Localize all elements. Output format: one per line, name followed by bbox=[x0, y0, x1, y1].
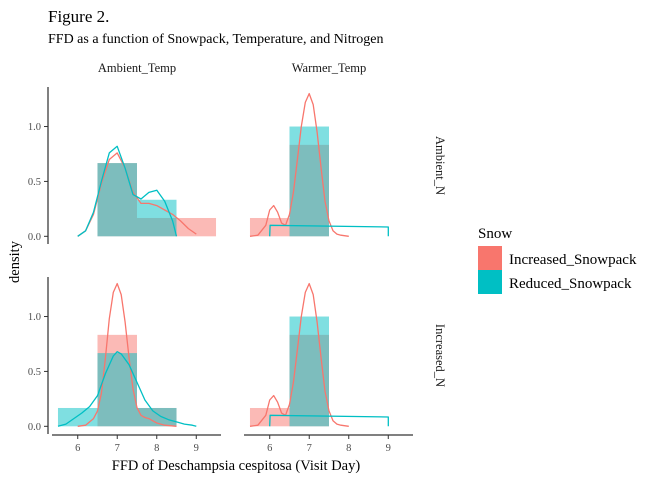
strip-label-warmer-temp: Warmer_Temp bbox=[292, 61, 366, 75]
panel-warmer-temp-ambient-n bbox=[249, 92, 389, 237]
figure-subtitle: FFD as a function of Snowpack, Temperatu… bbox=[48, 32, 383, 47]
x-tick-label: 6 bbox=[267, 443, 272, 454]
x-tick-label: 8 bbox=[346, 443, 351, 454]
y-tick-label: 1.0 bbox=[28, 122, 41, 133]
density-curve-reduced-snowpack bbox=[77, 145, 178, 237]
facet-panels bbox=[57, 92, 389, 427]
density-curve-increased-snowpack bbox=[249, 92, 349, 237]
axes: 0.0 0.5 1.0 0.0 0.5 1.0 6 7 8 9 6 7 8 9 bbox=[28, 87, 413, 454]
density-curve-reduced-snowpack bbox=[57, 351, 197, 427]
histogram-bar-reduced-snowpack bbox=[57, 407, 98, 427]
facet-strips: Ambient_Temp Warmer_Temp Ambient_N Increase… bbox=[98, 61, 447, 387]
legend-key-increased-snowpack bbox=[478, 246, 502, 270]
strip-label-ambient-temp: Ambient_Temp bbox=[98, 61, 176, 75]
density-curve-reduced-snowpack bbox=[269, 414, 389, 427]
density-curve-increased-snowpack bbox=[249, 282, 349, 427]
y-tick-label: 1.0 bbox=[28, 312, 41, 323]
x-axis-label: FFD of Deschampsia cespitosa (Visit Day) bbox=[112, 458, 361, 474]
histogram-bar-reduced-snowpack bbox=[137, 407, 177, 427]
panel-ambient-temp-increased-n bbox=[57, 282, 197, 427]
x-tick-label: 9 bbox=[386, 443, 391, 454]
y-tick-label: 0.0 bbox=[28, 422, 41, 433]
legend-title: Snow bbox=[478, 226, 512, 242]
y-tick-label: 0.5 bbox=[28, 177, 41, 188]
legend-label-reduced-snowpack: Reduced_Snowpack bbox=[509, 276, 632, 292]
panel-ambient-temp-ambient-n bbox=[77, 145, 217, 237]
x-tick-label: 7 bbox=[115, 443, 120, 454]
y-tick-label: 0.0 bbox=[28, 232, 41, 243]
x-tick-label: 6 bbox=[75, 443, 80, 454]
strip-label-ambient-n: Ambient_N bbox=[433, 136, 447, 195]
x-tick-label: 9 bbox=[194, 443, 199, 454]
figure-title: Figure 2. bbox=[48, 7, 109, 26]
y-axis-label: density bbox=[7, 240, 23, 283]
histogram-bar-reduced-snowpack bbox=[97, 353, 137, 427]
strip-label-increased-n: Increased_N bbox=[433, 324, 447, 387]
histogram-bar-increased-snowpack bbox=[176, 217, 217, 237]
x-tick-label: 8 bbox=[154, 443, 159, 454]
density-curve-reduced-snowpack bbox=[269, 224, 389, 237]
density-curve-increased-snowpack bbox=[77, 282, 177, 427]
panel-warmer-temp-increased-n bbox=[249, 282, 389, 427]
y-tick-label: 0.5 bbox=[28, 367, 41, 378]
legend: Snow Increased_Snowpack Reduced_Snowpack bbox=[478, 226, 637, 294]
legend-label-increased-snowpack: Increased_Snowpack bbox=[509, 252, 637, 268]
legend-key-reduced-snowpack bbox=[478, 270, 502, 294]
x-tick-label: 7 bbox=[307, 443, 312, 454]
